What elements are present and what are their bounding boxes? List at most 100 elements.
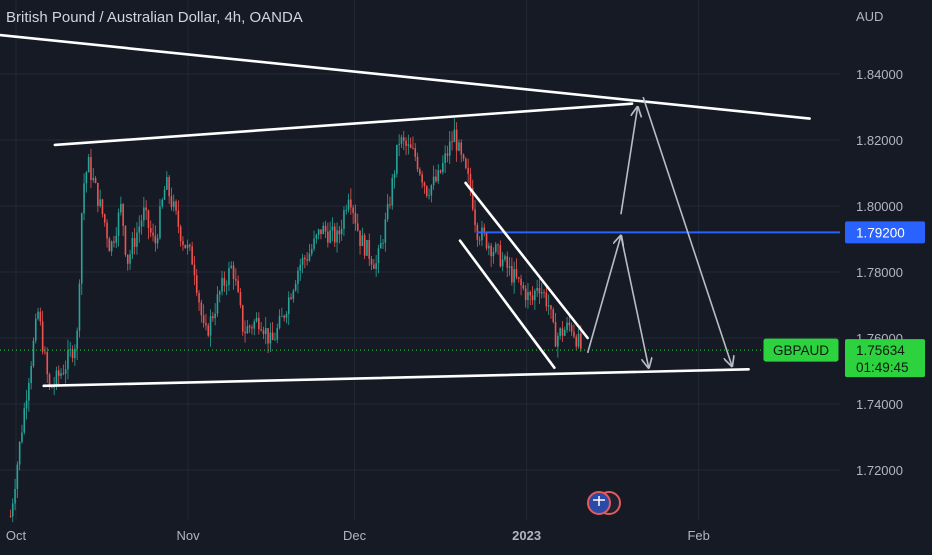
- candle-body: [384, 219, 387, 243]
- candle-body: [437, 170, 440, 182]
- candle-body: [306, 259, 308, 261]
- candle-body: [478, 239, 481, 241]
- candle-body: [368, 239, 371, 259]
- candle-body: [78, 283, 81, 331]
- candle-body: [113, 241, 115, 243]
- candle-body: [60, 373, 62, 376]
- lower-support-line: [42, 368, 750, 388]
- candle-body: [175, 201, 177, 211]
- candle-body: [432, 176, 435, 186]
- candle-body: [379, 243, 382, 249]
- candle-body: [274, 339, 276, 341]
- candle-body: [363, 235, 366, 256]
- candle-body: [39, 311, 42, 322]
- candle-body: [124, 225, 127, 255]
- candle-body: [370, 258, 373, 265]
- candles: [9, 118, 582, 523]
- candle-body: [239, 292, 242, 306]
- candle-body: [120, 204, 122, 213]
- candle-body: [57, 370, 60, 376]
- candle-body: [488, 245, 490, 249]
- candle-body: [51, 387, 53, 389]
- chart-title: British Pound / Australian Dollar, 4h, O…: [6, 9, 303, 26]
- candle-body: [122, 204, 124, 226]
- candle-body: [552, 309, 555, 323]
- candle-body: [499, 245, 502, 267]
- candle-body: [285, 314, 288, 318]
- candle-body: [221, 277, 223, 292]
- candle-body: [182, 240, 184, 245]
- candle-body: [209, 316, 212, 336]
- candle-body: [389, 204, 391, 206]
- candle-body: [490, 245, 492, 257]
- candle-body: [48, 374, 51, 388]
- candle-body: [172, 201, 175, 208]
- candle-body: [218, 291, 221, 295]
- candle-body: [283, 315, 285, 318]
- candle-body: [278, 316, 281, 328]
- candle-body: [115, 235, 118, 243]
- candle-body: [336, 230, 338, 243]
- candle-body: [340, 228, 343, 235]
- candle-body: [67, 350, 69, 370]
- candle-body: [90, 157, 92, 180]
- candle-body: [198, 292, 200, 303]
- y-tick-label: 1.78000: [856, 265, 903, 280]
- y-tick-label: 1.82000: [856, 133, 903, 148]
- candle-body: [223, 277, 226, 286]
- candle-body: [292, 290, 295, 299]
- candle-body: [377, 248, 380, 264]
- candle-body: [69, 349, 72, 351]
- candle-body: [71, 349, 74, 359]
- candle-body: [501, 259, 504, 267]
- candle-body: [550, 305, 552, 310]
- candle-body: [248, 326, 251, 328]
- candle-body: [540, 292, 543, 294]
- x-tick-label: Dec: [343, 528, 367, 543]
- candle-body: [166, 177, 168, 190]
- candle-body: [402, 137, 405, 141]
- candle-body: [271, 332, 274, 341]
- candle-body: [216, 294, 219, 314]
- candle-body: [228, 267, 230, 285]
- candle-body: [170, 196, 173, 208]
- candle-body: [41, 321, 44, 352]
- candle-body: [485, 232, 488, 249]
- candle-body: [34, 318, 37, 341]
- candle-body: [373, 264, 375, 269]
- candle-body: [329, 230, 331, 243]
- candle-body: [253, 321, 256, 329]
- candle-body: [237, 280, 239, 293]
- candle-body: [186, 244, 189, 249]
- candle-body: [393, 173, 396, 178]
- level-price-label-text: 1.79200: [856, 225, 905, 240]
- candle-body: [391, 177, 394, 206]
- candle-body: [568, 322, 571, 326]
- y-tick-label: 1.80000: [856, 199, 903, 214]
- candle-body: [366, 239, 368, 256]
- candle-body: [21, 432, 23, 442]
- candle-body: [465, 158, 467, 168]
- candle-body: [193, 264, 196, 276]
- candle-body: [11, 503, 14, 517]
- candle-body: [30, 365, 32, 384]
- candle-body: [55, 370, 58, 385]
- candle-body: [481, 227, 483, 241]
- candle-body: [471, 188, 474, 210]
- candle-body: [573, 331, 575, 337]
- candle-body: [168, 177, 170, 197]
- candle-body: [382, 242, 384, 244]
- candle-body: [511, 266, 513, 283]
- candle-body: [543, 292, 545, 294]
- upper-channel-line: [53, 102, 634, 147]
- candle-body: [106, 222, 108, 239]
- candle-body: [92, 178, 95, 180]
- candle-body: [290, 297, 292, 299]
- candle-body: [453, 129, 456, 143]
- candle-body: [529, 291, 532, 296]
- y-tick-label: 1.74000: [856, 397, 903, 412]
- candle-body: [497, 244, 499, 246]
- candle-body: [361, 235, 364, 247]
- candle-body: [74, 348, 76, 359]
